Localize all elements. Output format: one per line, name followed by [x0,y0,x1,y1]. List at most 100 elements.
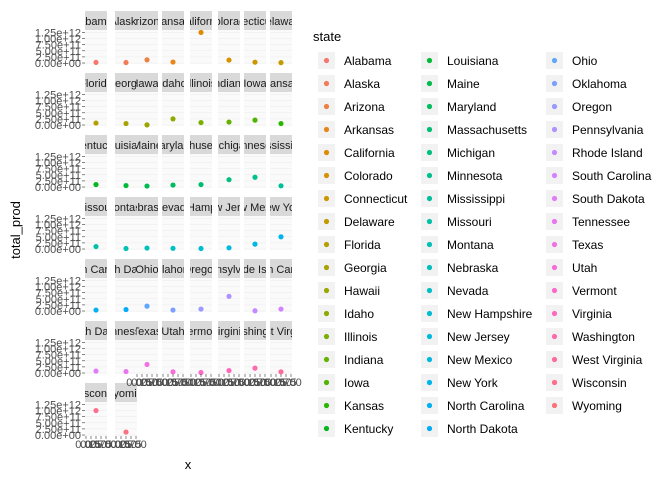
legend-item-texas: Texas [546,236,603,253]
facet-panel-delaware: Delaware [258,11,304,66]
data-point-kentucky [93,181,99,188]
y-tick-label: 7.50e+11 [36,288,81,300]
y-tick-label: 5.00e+11 [36,418,81,430]
facet-strip-label: Delaware [258,16,304,28]
legend-label: California [344,146,395,160]
legend-item-oklahoma: Oklahoma [546,75,627,92]
panel-grid [244,154,266,188]
legend-label: Connecticut [344,192,408,206]
legend-label: Missouri [447,215,492,229]
legend-item-indiana: Indiana [318,351,384,368]
legend-item-pennsylvania: Pennsylvania [546,121,644,138]
facet-strip [85,259,107,278]
panel-grid [162,30,184,64]
facet-strip [85,73,107,92]
legend-label: Minnesota [447,169,503,183]
facet-strip [136,135,158,154]
legend-label: Idaho [344,307,374,321]
legend-item-tennessee: Tennessee [546,213,630,230]
legend-item-new-jersey: New Jersey [421,328,510,345]
legend-item-utah: Utah [546,259,597,276]
facet-strip [115,197,137,216]
panel-grid [162,340,184,374]
legend-swatch [426,241,433,248]
facet-strip [85,135,107,154]
legend-item-georgia: Georgia [318,259,387,276]
data-point-georgia [123,120,129,127]
facet-panel-maryland: Maryland [162,135,184,188]
y-tick-label: 0.00e+00 [35,58,81,70]
y-tick-label: 1.25e+12 [35,337,81,349]
facet-strip [270,73,292,92]
y-axis-row-4: 0.00e+002.50e+115.00e+117.50e+111.00e+12… [35,213,85,256]
x-tick-label: 0.75 [275,377,296,389]
legend-swatch [426,379,433,386]
legend-swatch [426,333,433,340]
legend-label: Nevada [447,284,489,298]
facet-strip-label: New Hampshire [162,202,240,214]
legend-swatch [551,264,558,271]
facet-strip-label: California [178,16,225,28]
panel-grid [85,278,107,312]
facet-strip [244,197,266,216]
legend-swatch [323,310,330,317]
facet-strip-label: South Dakota [63,326,131,338]
y-axis-row-3: 0.00e+002.50e+115.00e+117.50e+111.00e+12… [35,151,85,194]
panel-grid [190,154,212,188]
legend-item-arizona: Arizona [318,98,385,115]
panel-grid [136,30,158,64]
legend-label: Montana [447,238,494,252]
legend-swatch [551,80,558,87]
y-tick-label: 2.50e+11 [36,300,81,312]
legend-swatch [323,241,330,248]
legend-swatch [426,310,433,317]
data-point-montana [123,245,129,252]
x-axis-col-5: 0.000.250.500.751.00 [180,374,222,389]
x-tick-label: 0.75 [141,377,162,389]
data-point-delaware [278,60,284,66]
legend-swatch [323,356,330,363]
facet-panel-new-mexico: New Mexico [244,197,266,250]
facet-strip [136,259,158,278]
x-axis-col-8: 0.000.250.500.751.00 [260,374,302,389]
facet-strip [218,197,240,216]
data-point-vermont [198,369,204,376]
facet-strip-label: Illinois [186,78,217,90]
legend-item-south-carolina: South Carolina [546,167,652,184]
data-point-colorado [226,57,232,63]
legend-item-massachusetts: Massachusetts [421,121,527,138]
x-tick-label: 1.00 [200,377,221,389]
y-tick-label: 1.25e+12 [35,213,81,225]
legend-item-nebraska: Nebraska [421,259,499,276]
facet-panel-pennsylvania: Pennsylvania [218,259,240,312]
data-point-oregon [198,306,204,312]
data-point-michigan [226,177,232,183]
legend-item-washington: Washington [546,328,635,345]
facet-strip-label: Minnesota [230,140,282,152]
legend-label: Georgia [344,261,387,275]
data-point-ohio [144,303,150,309]
x-tick-label: 0.25 [213,377,234,389]
panel-grid [85,30,107,64]
facet-strip [218,11,240,30]
facet-strip [115,11,137,30]
legend-item-new-mexico: New Mexico [421,351,513,368]
facet-strip-label: Tennessee [99,326,152,338]
x-axis-col-2: 0.000.250.500.751.00 [105,436,147,451]
legend-label: Louisiana [447,54,499,68]
x-tick-label: 0.00 [75,439,96,451]
legend-item-oregon: Oregon [546,98,612,115]
legend-item-new-hampshire: New Hampshire [421,305,533,322]
legend-label: Texas [572,238,603,252]
legend-item-connecticut: Connecticut [318,190,408,207]
legend-label: Pennsylvania [572,123,644,137]
facet-panel-virginia: Virginia [218,321,240,374]
y-tick-label: 0.00e+00 [35,368,81,380]
facet-strip-label: Rhode Island [223,264,288,276]
panel-grid [136,278,158,312]
legend-item-kentucky: Kentucky [318,420,393,437]
facet-strip-label: Hawaii [130,78,163,90]
legend-swatch [551,402,558,409]
x-tick-label: 0.00 [260,377,281,389]
